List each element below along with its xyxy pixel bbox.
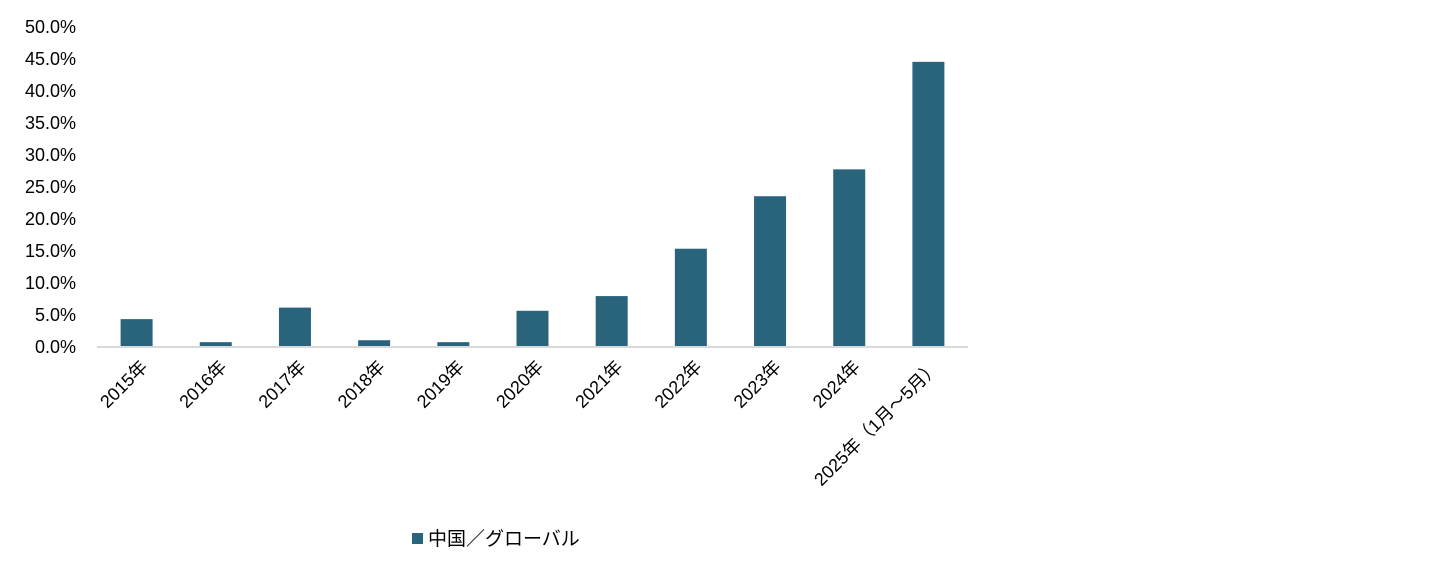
- x-tick-label: 2016年: [175, 357, 230, 412]
- bar: [358, 340, 391, 346]
- bar: [754, 196, 787, 346]
- x-tick-label: 2024年: [809, 357, 864, 412]
- y-tick-label: 5.0%: [35, 305, 76, 325]
- y-tick-label: 20.0%: [25, 209, 76, 229]
- bar: [674, 248, 707, 346]
- legend-label: 中国／グローバル: [428, 528, 580, 550]
- bar: [833, 169, 866, 346]
- y-tick-label: 45.0%: [25, 49, 76, 69]
- x-axis: 2015年 2016年 2017年 2018年 2019年 2020年 2021年 2022年…: [96, 357, 943, 490]
- y-tick-label: 0.0%: [35, 337, 76, 357]
- x-tick-label: 2017年: [255, 357, 310, 412]
- bar: [595, 296, 628, 346]
- x-tick-label: 2023年: [730, 357, 785, 412]
- bar: [516, 310, 549, 346]
- y-tick-label: 35.0%: [25, 113, 76, 133]
- bars: [120, 61, 945, 347]
- x-tick-label: 2020年: [492, 357, 547, 412]
- bar: [199, 342, 232, 346]
- y-axis: 0.0% 5.0% 10.0% 15.0% 20.0% 25.0% 30.0% 35.0% 40…: [25, 17, 76, 357]
- x-tick-label: 2019年: [413, 357, 468, 412]
- y-tick-label: 30.0%: [25, 145, 76, 165]
- bar: [120, 319, 153, 346]
- x-tick-label: 2018年: [334, 357, 389, 412]
- y-tick-label: 15.0%: [25, 241, 76, 261]
- y-tick-label: 50.0%: [25, 17, 76, 37]
- x-tick-label: 2022年: [651, 357, 706, 412]
- bar: [278, 307, 311, 346]
- bar: [437, 342, 470, 346]
- y-tick-label: 10.0%: [25, 273, 76, 293]
- y-tick-label: 25.0%: [25, 177, 76, 197]
- y-tick-label: 40.0%: [25, 81, 76, 101]
- legend-swatch: [412, 533, 423, 544]
- bar: [912, 61, 945, 347]
- x-tick-label: 2015年: [96, 357, 151, 412]
- legend: 中国／グローバル: [412, 528, 580, 550]
- x-tick-label: 2021年: [571, 357, 626, 412]
